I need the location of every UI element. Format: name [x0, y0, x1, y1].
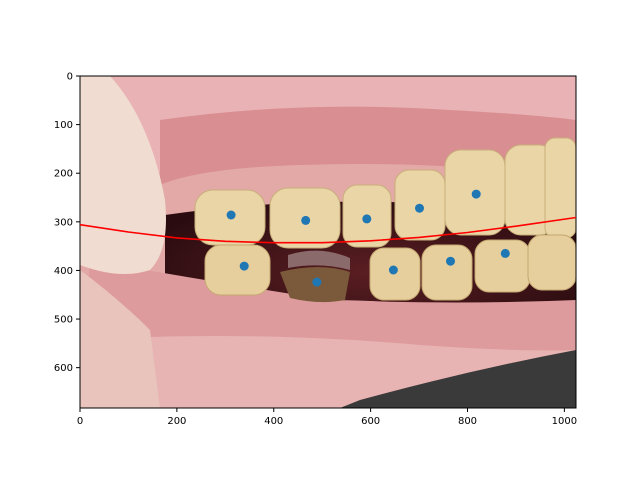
- y-axis: 0 100 200 300 400 500 600: [54, 72, 80, 374]
- x-tick-label: 0: [77, 416, 83, 427]
- y-tick-label: 100: [54, 120, 73, 131]
- background-photo: [80, 76, 576, 408]
- data-point: [312, 277, 322, 287]
- data-point: [239, 261, 249, 271]
- data-point: [388, 265, 398, 275]
- plot-area: [79, 75, 577, 409]
- x-axis: 0 200 400 600 800 1000: [77, 408, 577, 427]
- data-point: [301, 215, 311, 225]
- fit-curve: [79, 216, 577, 244]
- x-tick-label: 800: [458, 416, 477, 427]
- y-tick-label: 600: [54, 363, 73, 374]
- data-point: [471, 189, 481, 199]
- data-point: [500, 248, 510, 258]
- y-tick-label: 0: [67, 72, 73, 83]
- x-tick-label: 200: [167, 416, 186, 427]
- data-point: [226, 210, 236, 220]
- x-tick-label: 1000: [552, 416, 577, 427]
- y-tick-label: 200: [54, 169, 73, 180]
- data-point: [362, 214, 372, 224]
- y-tick-label: 300: [54, 217, 73, 228]
- data-point: [415, 203, 424, 213]
- data-point: [446, 256, 455, 266]
- fit-curve-layer: [79, 216, 577, 244]
- y-tick-label: 400: [54, 266, 73, 277]
- x-tick-label: 600: [361, 416, 380, 427]
- x-tick-label: 400: [264, 416, 283, 427]
- y-tick-label: 500: [54, 315, 73, 326]
- points-layer: [226, 189, 510, 287]
